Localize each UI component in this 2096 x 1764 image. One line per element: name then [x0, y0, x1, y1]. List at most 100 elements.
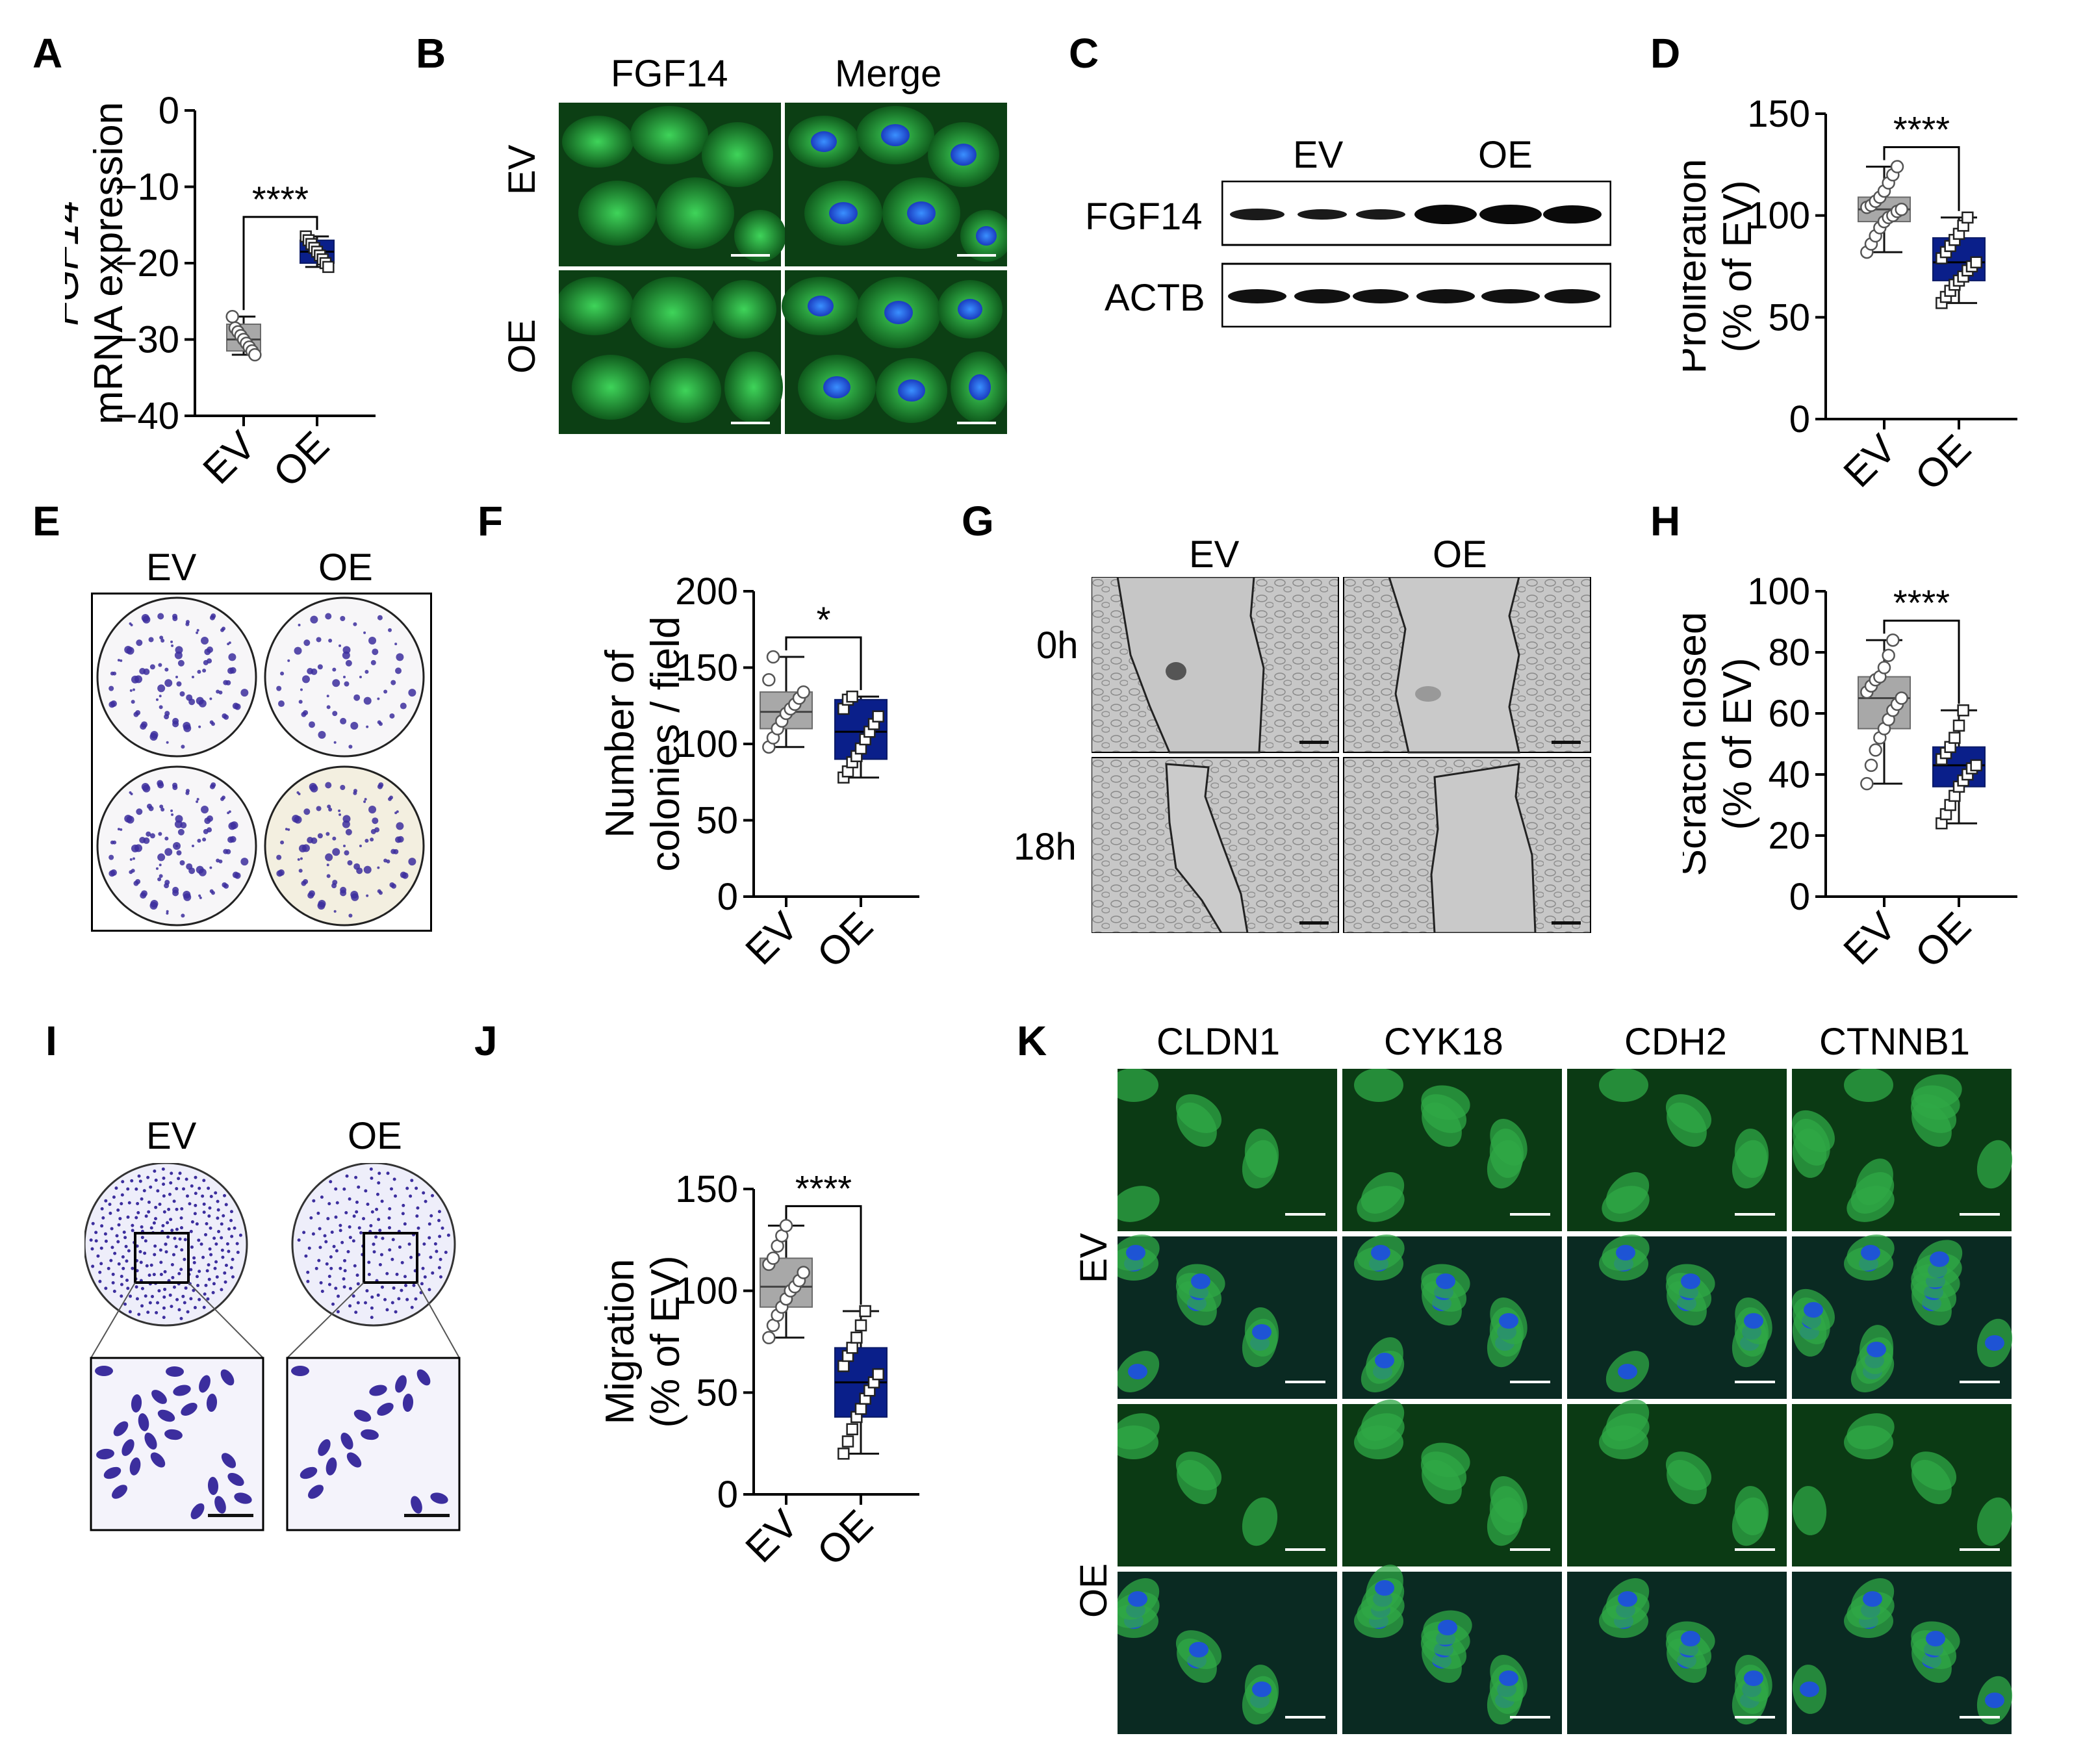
colony: [340, 889, 347, 897]
colony: [276, 870, 283, 877]
migrated-cell: [98, 1279, 102, 1283]
migrated-cell: [182, 1187, 186, 1191]
panel-label-e: E: [32, 498, 60, 544]
migrated-cell: [332, 1245, 336, 1249]
migrated-cell: [170, 1171, 173, 1175]
migrated-cell: [370, 1306, 374, 1310]
colony: [198, 725, 201, 728]
colony: [146, 831, 151, 837]
significance-bracket: [242, 216, 318, 311]
if-tile: [1792, 1234, 2013, 1399]
migrated-cell: [405, 1186, 409, 1190]
nucleus: [1126, 1245, 1145, 1260]
migrated-cell: [155, 1310, 159, 1314]
significance-bracket: [1883, 146, 1960, 211]
if-tile: [1567, 1400, 1787, 1566]
migrated-cell: [320, 1195, 324, 1199]
colony: [218, 690, 223, 695]
colony: [211, 722, 215, 726]
migrated-cell: [216, 1208, 220, 1212]
colony: [179, 691, 185, 697]
colony: [148, 637, 154, 643]
migrated-cell: [124, 1245, 128, 1249]
migrated-cell: [162, 1182, 166, 1186]
migrated-cell: [348, 1236, 352, 1240]
migrated-cell: [137, 1174, 141, 1178]
migrated-cell: [215, 1275, 219, 1279]
colony: [326, 695, 329, 698]
scale-bar: [1735, 1213, 1775, 1216]
colony: [228, 653, 236, 661]
migrated-cell: [170, 1263, 174, 1267]
zoom-frame: [90, 1357, 264, 1531]
tile-bg: [1792, 1404, 2012, 1566]
migrated-cell: [121, 1266, 125, 1270]
colony: [328, 807, 333, 812]
significance-bracket: [785, 636, 862, 691]
colony: [185, 620, 190, 624]
migrated-cell: [180, 1248, 184, 1252]
migrated-cell: [205, 1222, 209, 1226]
migrated-cell: [198, 1297, 201, 1301]
cell: [1421, 1085, 1470, 1120]
migrated-cell: [387, 1226, 391, 1230]
colony: [132, 688, 135, 691]
cell: [1244, 1129, 1279, 1178]
migrated-cell: [416, 1206, 420, 1210]
migrated-cell: [235, 1242, 239, 1246]
migrated-cell: [437, 1219, 441, 1223]
colony-plate: [96, 596, 257, 758]
colony: [366, 725, 369, 728]
migrated-cell: [356, 1301, 360, 1305]
cell: [1490, 1476, 1527, 1524]
migrated-cell: [142, 1189, 146, 1193]
data-point: [1860, 776, 1874, 791]
migrated-cell: [159, 1260, 163, 1264]
migrated-cell: [336, 1310, 340, 1314]
migrated-cell: [437, 1210, 441, 1214]
panel-g-col-oe: OE: [1433, 533, 1487, 576]
colony: [374, 827, 380, 833]
migrated-cell: [172, 1253, 175, 1257]
x-tick-label-oe: OE: [809, 904, 882, 977]
colony: [171, 813, 174, 816]
migrated-cell: [185, 1194, 189, 1198]
cell: [1792, 1486, 1827, 1535]
migrated-cell: [179, 1268, 183, 1272]
migrated-cell: [162, 1194, 166, 1198]
colony: [191, 844, 194, 847]
migrated-cell: [372, 1250, 376, 1254]
migrated-cell: [199, 1242, 203, 1246]
colony-plate: [264, 765, 425, 927]
migrated-cell: [121, 1180, 125, 1184]
nucleus: [1371, 1245, 1390, 1260]
migrated-cell: [355, 1200, 359, 1204]
zoom-line: [90, 1282, 136, 1359]
migrated-cell: [172, 1285, 176, 1289]
colony: [202, 669, 207, 673]
migrated-cell: [339, 1223, 342, 1227]
cell: [1118, 1186, 1160, 1222]
colony: [280, 840, 285, 845]
migrated-cell: [204, 1233, 208, 1236]
x-tick-label-oe: OE: [1907, 904, 1980, 977]
cell: [112, 1485, 127, 1499]
panel-c-group-oe: OE: [1478, 134, 1533, 176]
colony: [180, 822, 187, 829]
migrated-cell: [170, 1305, 173, 1309]
y-axis-label: Scratch closed: [1683, 612, 1715, 876]
colony: [175, 815, 183, 823]
migrated-cell: [318, 1246, 322, 1249]
migrated-cell: [103, 1232, 107, 1236]
colony: [224, 883, 229, 889]
colony: [157, 684, 166, 693]
colony: [363, 697, 372, 705]
panel-k-row-oe: OE: [1073, 1563, 1115, 1618]
panel-k-col-ctnnb1: CTNNB1: [1819, 1021, 1971, 1063]
migrated-cell: [424, 1199, 428, 1203]
colony: [159, 804, 164, 809]
migrated-cell: [388, 1248, 392, 1252]
colony: [157, 613, 164, 620]
nucleus: [1681, 1273, 1700, 1289]
colony: [359, 844, 362, 847]
